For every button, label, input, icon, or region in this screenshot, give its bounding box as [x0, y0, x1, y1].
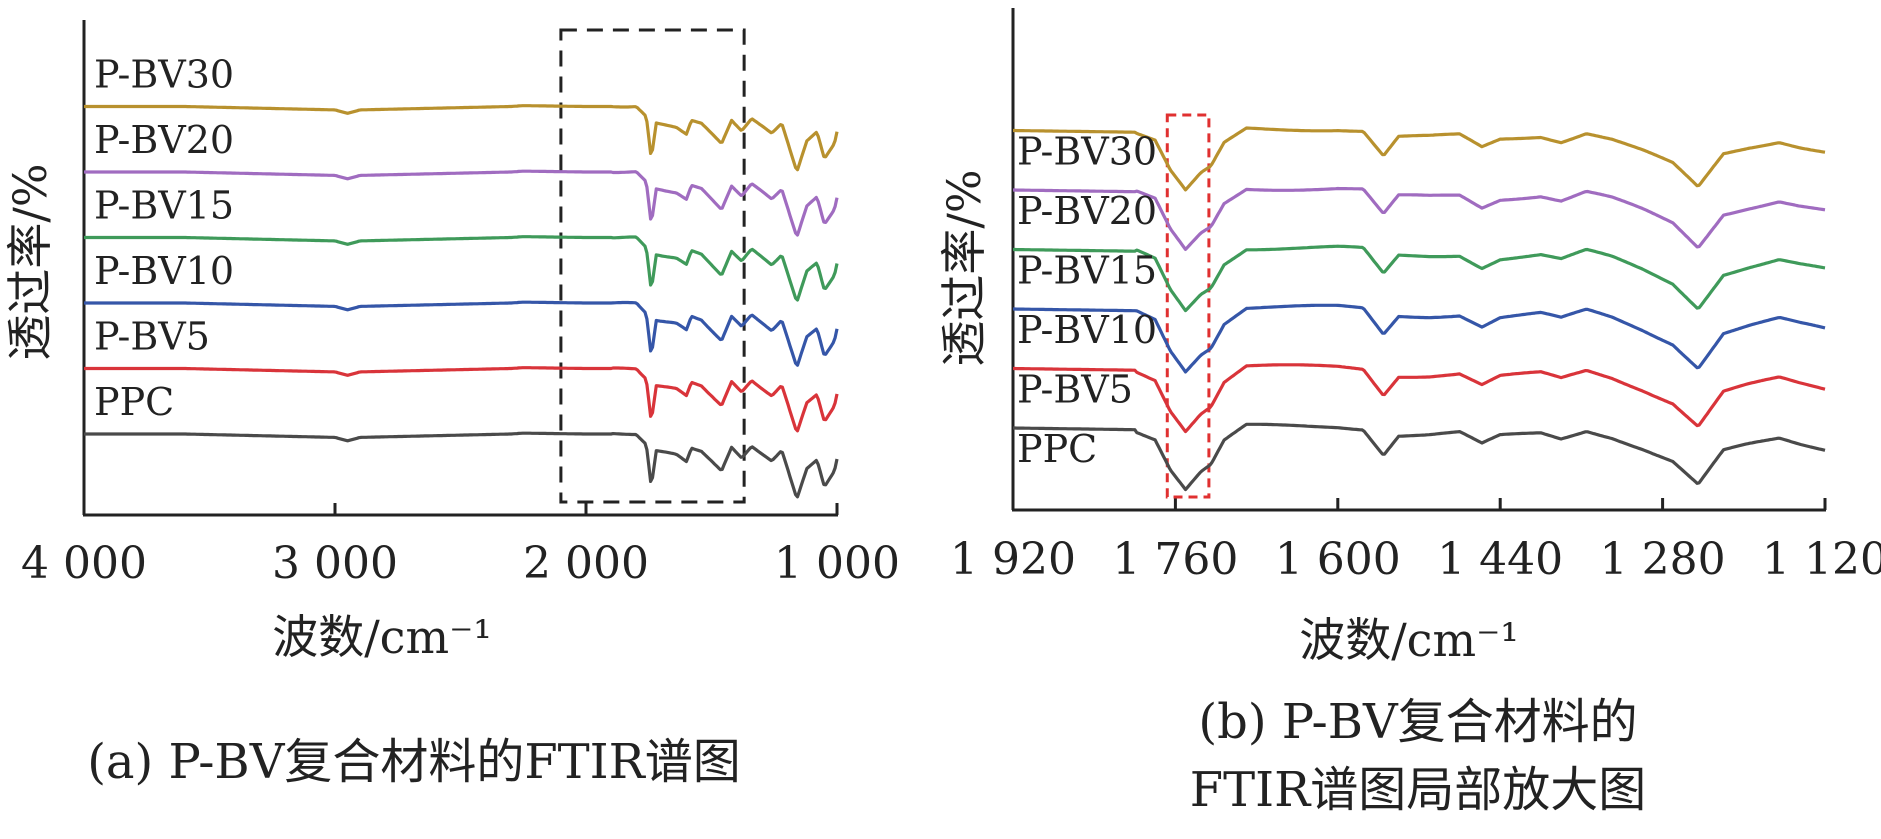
panel-b-x-tick-label: 1 920	[950, 534, 1076, 585]
panel-a-ftir-full: 透过率/% 4 000 3 000 2 000 1 000 PPC P-BV5 P-BV10…	[3, 20, 900, 790]
panel-a-highlight-box	[559, 28, 746, 504]
panel-a-series-p-bv5	[84, 366, 839, 433]
panel-b-x-tick-label: 1 440	[1437, 534, 1563, 585]
panel-a-series-p-bv10	[84, 300, 839, 367]
panel-b-caption-line1: (b) P-BV复合材料的	[1198, 694, 1637, 750]
panel-b-plot-area: 1 920 1 760 1 600 1 440 1 280 1 120 PPC P-BV5 P-…	[950, 8, 1881, 585]
panel-b-x-tick-label: 1 280	[1600, 534, 1726, 585]
panel-b-series-p-bv5	[1013, 363, 1826, 434]
panel-b-x-tick-label: 1 600	[1275, 534, 1401, 585]
panel-b-y-axis-title: 透过率/%	[937, 169, 991, 366]
panel-a-series-label: P-BV15	[94, 184, 234, 228]
panel-a-x-tick-label: 2 000	[523, 538, 649, 589]
panel-b-series-p-bv20	[1013, 186, 1826, 251]
panel-a-series-p-bv30	[84, 104, 839, 172]
panel-a-x-tick-label: 4 000	[21, 538, 147, 589]
panel-b-series-label: P-BV20	[1017, 189, 1157, 233]
panel-b-series-p-bv10	[1013, 303, 1826, 374]
panel-b-series-label: P-BV15	[1017, 249, 1157, 293]
panel-b-x-axis-title: 波数/cm⁻¹	[1299, 613, 1519, 667]
panel-a-series-label: PPC	[94, 380, 174, 424]
panel-a-x-tick-label: 3 000	[272, 538, 398, 589]
panel-b-series-p-bv30	[1013, 126, 1826, 192]
panel-a-series-label: P-BV30	[94, 53, 234, 97]
panel-a-series-label: P-BV5	[94, 315, 210, 359]
panel-a-series-p-bv20	[84, 169, 839, 237]
panel-b-series-label: PPC	[1017, 427, 1097, 471]
panel-b-series-label: P-BV10	[1017, 308, 1157, 352]
panel-b-series-p-bv15	[1013, 244, 1826, 313]
panel-b-ftir-zoom: 透过率/% 1 920 1 760 1 600 1 440 1 280 1 120 PPC P…	[937, 8, 1881, 818]
panel-b-x-tick-label: 1 760	[1112, 534, 1238, 585]
panel-a-caption: (a) P-BV复合材料的FTIR谱图	[87, 734, 741, 790]
panel-a-series-p-bv15	[84, 235, 839, 302]
panel-b-highlight-box	[1165, 113, 1211, 499]
panel-b-series-label: P-BV5	[1017, 368, 1133, 412]
panel-a-series-label: P-BV10	[94, 249, 234, 293]
panel-b-x-tick-label: 1 120	[1762, 534, 1881, 585]
panel-a-plot-area: 4 000 3 000 2 000 1 000 PPC P-BV5 P-BV10 P-BV15…	[21, 20, 900, 589]
panel-a-x-tick-label: 1 000	[774, 538, 900, 589]
panel-b-caption-line2: FTIR谱图局部放大图	[1190, 762, 1646, 818]
panel-a-y-axis-title: 透过率/%	[3, 163, 57, 360]
panel-a-series-ppc	[84, 431, 839, 499]
panel-a-series-label: P-BV20	[94, 118, 234, 162]
panel-b-series-label: P-BV30	[1017, 130, 1157, 174]
panel-b-series-ppc	[1013, 422, 1826, 492]
panel-a-x-axis-title: 波数/cm⁻¹	[272, 610, 492, 664]
